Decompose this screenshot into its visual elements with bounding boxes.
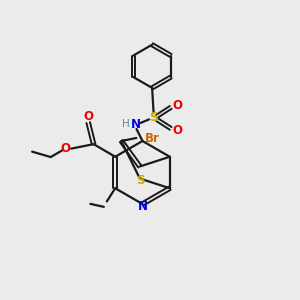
Text: H: H bbox=[122, 119, 129, 129]
Text: S: S bbox=[136, 173, 145, 187]
Text: O: O bbox=[172, 98, 183, 112]
Text: S: S bbox=[149, 111, 158, 124]
Text: Br: Br bbox=[145, 131, 160, 145]
Text: N: N bbox=[137, 200, 148, 213]
Text: N: N bbox=[130, 118, 141, 131]
Text: O: O bbox=[83, 110, 93, 123]
Text: O: O bbox=[172, 124, 183, 137]
Text: O: O bbox=[61, 142, 71, 154]
